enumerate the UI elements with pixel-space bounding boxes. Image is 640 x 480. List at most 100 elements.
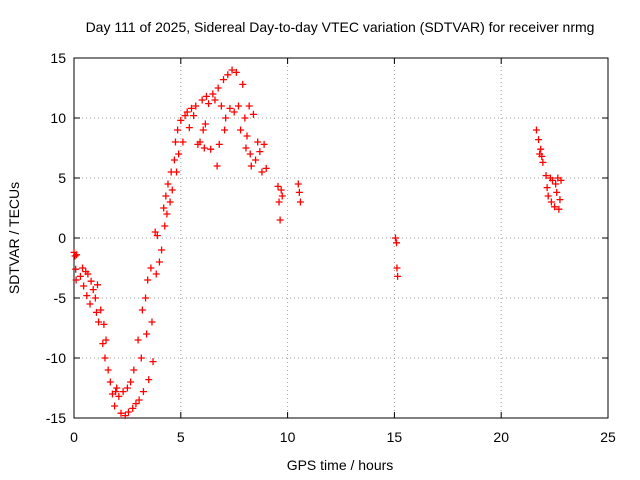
data-point-marker bbox=[147, 264, 155, 272]
data-point-marker bbox=[278, 192, 286, 200]
data-point-marker bbox=[205, 100, 213, 108]
data-point-marker bbox=[237, 126, 245, 134]
data-point-marker bbox=[163, 210, 171, 218]
data-point-marker bbox=[256, 148, 264, 156]
data-point-marker bbox=[142, 294, 150, 302]
data-point-marker bbox=[192, 102, 200, 110]
data-point-marker bbox=[277, 186, 285, 194]
x-tick-label: 0 bbox=[70, 429, 78, 445]
data-point-marker bbox=[79, 264, 87, 272]
data-point-marker bbox=[214, 84, 222, 92]
data-point-marker bbox=[144, 276, 152, 284]
data-point-marker bbox=[551, 203, 559, 211]
chart-title: Day 111 of 2025, Sidereal Day-to-day VTE… bbox=[86, 19, 595, 35]
data-point-marker bbox=[84, 270, 92, 278]
tick-labels: 0 5 10 15 20 25 -15 -10 -5 0 5 10 15 bbox=[46, 50, 616, 445]
data-point-marker bbox=[83, 292, 91, 300]
data-point-marker bbox=[72, 276, 80, 284]
data-point-marker bbox=[161, 222, 169, 230]
data-point-marker bbox=[179, 138, 187, 146]
data-point-marker bbox=[158, 246, 166, 254]
data-point-marker bbox=[200, 144, 208, 152]
data-point-marker bbox=[153, 232, 161, 240]
data-point-marker bbox=[160, 204, 168, 212]
x-axis-label: GPS time / hours bbox=[287, 457, 394, 473]
data-point-marker bbox=[80, 282, 88, 290]
data-point-marker bbox=[100, 320, 108, 328]
y-tick-label: 0 bbox=[58, 230, 66, 246]
data-point-marker bbox=[232, 68, 240, 76]
data-point-marker bbox=[145, 376, 153, 384]
data-point-marker bbox=[134, 336, 142, 344]
data-point-marker bbox=[113, 384, 121, 392]
data-point-marker bbox=[164, 180, 172, 188]
data-point-marker bbox=[234, 102, 242, 110]
data-point-marker bbox=[112, 388, 120, 396]
data-point-marker bbox=[220, 76, 228, 84]
data-point-marker bbox=[102, 336, 110, 344]
data-point-marker bbox=[538, 152, 546, 160]
data-point-marker bbox=[93, 281, 101, 289]
data-point-marker bbox=[117, 409, 125, 417]
data-point-marker bbox=[243, 132, 251, 140]
data-point-marker bbox=[71, 252, 79, 260]
data-point-marker bbox=[535, 136, 543, 144]
data-point-marker bbox=[221, 126, 229, 134]
data-point-marker bbox=[92, 308, 100, 316]
data-point-marker bbox=[543, 184, 551, 192]
data-point-marker bbox=[119, 388, 127, 396]
data-point-marker bbox=[228, 66, 236, 74]
data-point-marker bbox=[242, 144, 250, 152]
data-point-marker bbox=[213, 162, 221, 170]
data-point-marker bbox=[202, 92, 210, 100]
y-tick-label: -10 bbox=[46, 350, 66, 366]
data-point-marker bbox=[201, 120, 209, 128]
data-point-marker bbox=[99, 340, 107, 348]
data-point-marker bbox=[555, 205, 563, 213]
x-tick-label: 10 bbox=[280, 429, 296, 445]
data-point-marker bbox=[185, 124, 193, 132]
data-point-marker bbox=[123, 384, 131, 392]
data-point-marker bbox=[149, 358, 157, 366]
data-point-marker bbox=[393, 264, 401, 272]
data-point-marker bbox=[139, 388, 147, 396]
data-point-marker bbox=[162, 192, 170, 200]
x-tick-label: 25 bbox=[600, 429, 616, 445]
data-point-marker bbox=[260, 140, 268, 148]
data-point-marker bbox=[104, 366, 112, 374]
data-point-marker bbox=[252, 156, 260, 164]
data-point-marker bbox=[245, 102, 253, 110]
data-point-marker bbox=[217, 102, 225, 110]
data-point-marker bbox=[76, 272, 84, 280]
data-point-marker bbox=[97, 306, 105, 314]
data-point-marker bbox=[246, 150, 254, 158]
data-point-marker bbox=[552, 180, 560, 188]
data-point-marker bbox=[138, 306, 146, 314]
data-point-marker bbox=[247, 162, 255, 170]
data-point-marker bbox=[170, 156, 178, 164]
y-tick-label: 5 bbox=[58, 170, 66, 186]
data-point-marker bbox=[296, 198, 304, 206]
data-point-marker bbox=[239, 80, 247, 88]
data-point-marker bbox=[95, 318, 103, 326]
data-point-marker bbox=[258, 168, 266, 176]
data-point-marker bbox=[174, 126, 182, 134]
data-point-marker bbox=[393, 239, 401, 247]
data-point-marker bbox=[553, 188, 561, 196]
y-axis-label: SDTVAR / TECUs bbox=[6, 182, 22, 294]
y-tick-label: -5 bbox=[54, 290, 67, 306]
data-point-marker bbox=[175, 150, 183, 158]
data-point-marker bbox=[171, 138, 179, 146]
y-tick-label: -15 bbox=[46, 410, 66, 426]
data-point-marker bbox=[539, 158, 547, 166]
data-point-marker bbox=[87, 277, 95, 285]
data-point-marker bbox=[262, 164, 270, 172]
data-point-marker bbox=[209, 90, 217, 98]
data-point-marker bbox=[177, 116, 185, 124]
data-point-marker bbox=[89, 286, 97, 294]
data-point-marker bbox=[224, 71, 232, 79]
data-point-marker bbox=[181, 112, 189, 120]
data-point-marker bbox=[155, 258, 163, 266]
plot-frame bbox=[73, 57, 609, 419]
data-point-marker bbox=[542, 172, 550, 180]
